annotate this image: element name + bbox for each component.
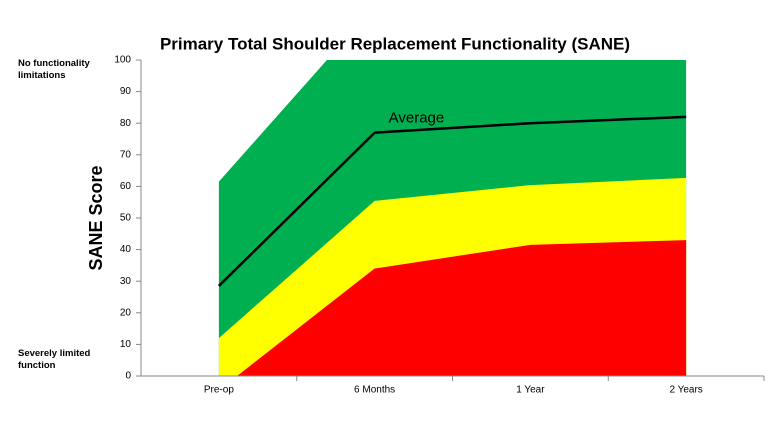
- y-tick-label: 40: [120, 244, 132, 255]
- x-tick-label: Pre-op: [204, 385, 234, 396]
- x-tick-label: 1 Year: [516, 385, 545, 396]
- line-label: Average: [389, 110, 445, 127]
- y-tick-label: 90: [120, 86, 132, 97]
- bottom-label: Severely limited function: [18, 348, 91, 371]
- chart-title: Primary Total Shoulder Replacement Funct…: [160, 34, 630, 53]
- y-axis-title: SANE Score: [86, 165, 106, 270]
- x-tick-label: 2 Years: [669, 385, 702, 396]
- y-tick-label: 30: [120, 276, 132, 287]
- area: [218, 240, 687, 376]
- top-label: No functionality limitations: [18, 58, 90, 81]
- y-tick-label: 80: [120, 118, 132, 129]
- y-tick-label: 0: [125, 371, 131, 382]
- y-tick-label: 70: [120, 149, 132, 160]
- y-tick-label: 10: [120, 339, 132, 350]
- y-tick-label: 50: [120, 213, 132, 224]
- y-tick-label: 100: [114, 55, 131, 66]
- average-line: [217, 115, 687, 287]
- y-tick-label: 60: [120, 181, 132, 192]
- y-tick-label: 20: [120, 307, 132, 318]
- plot-area: [217, 60, 687, 376]
- x-tick-label: 6 Months: [354, 385, 395, 396]
